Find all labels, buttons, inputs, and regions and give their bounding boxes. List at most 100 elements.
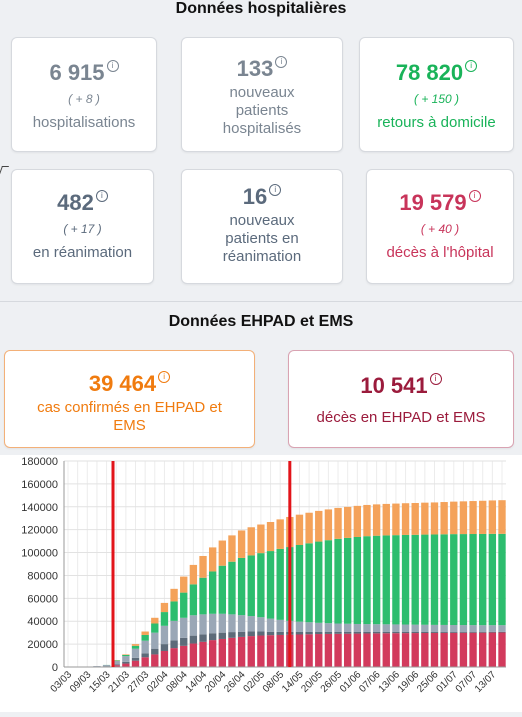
bar-segment [238, 558, 245, 615]
bar-segment [180, 646, 187, 667]
bar-segment [498, 632, 505, 633]
bar-segment [489, 500, 496, 533]
info-icon[interactable]: i [107, 60, 119, 72]
bar-segment [354, 634, 361, 667]
y-tick-label: 180000 [21, 456, 58, 468]
bar-segment [402, 503, 409, 535]
bar-segment [402, 632, 409, 633]
reanimation-delta: ( + 17 ) [12, 222, 153, 236]
bar-segment [498, 534, 505, 625]
ehpad-deaths-label: décès en EHPAD et EMS [289, 409, 513, 427]
bar-segment [383, 632, 390, 633]
bar-segment [257, 632, 264, 636]
bar-segment [219, 541, 226, 566]
bar-segment [325, 632, 332, 634]
bar-segment [421, 535, 428, 625]
bar-segment [132, 661, 139, 667]
bar-segment [276, 519, 283, 549]
bar-segment [267, 619, 274, 632]
bar-segment [238, 615, 245, 632]
bar-segment [373, 632, 380, 633]
y-tick-label: 20000 [27, 639, 58, 651]
info-icon[interactable]: i [158, 371, 170, 383]
bar-segment [392, 633, 399, 667]
info-icon[interactable]: i [469, 190, 481, 202]
bar-segment [141, 632, 148, 635]
bar-segment [392, 535, 399, 624]
bar-segment [479, 633, 486, 667]
bar-segment [190, 636, 197, 644]
ehpad-cases-value: 39 464 [89, 371, 156, 396]
bar-segment [450, 502, 457, 535]
bar-segment [122, 662, 129, 664]
bar-segment [498, 632, 505, 667]
bar-segment [161, 626, 168, 644]
bar-segment [325, 634, 332, 667]
bar-segment [296, 515, 303, 545]
bar-segment [228, 638, 235, 667]
bar-segment [344, 624, 351, 632]
bar-segment [219, 566, 226, 614]
bar-segment [421, 625, 428, 632]
info-icon[interactable]: i [96, 190, 108, 202]
hospital-deaths-value: 19 579 [399, 190, 466, 215]
y-tick-label: 80000 [27, 570, 58, 582]
info-icon[interactable]: i [430, 373, 442, 385]
bar-segment [354, 506, 361, 537]
bar-segment [219, 639, 226, 667]
bar-segment [412, 632, 419, 633]
bar-segment [479, 501, 486, 534]
bar-segment [315, 623, 322, 632]
bar-segment [305, 632, 312, 634]
bar-segment [392, 504, 399, 536]
bar-segment [219, 614, 226, 633]
bar-segment [180, 593, 187, 618]
bar-segment [103, 665, 110, 666]
bar-segment [238, 637, 245, 667]
info-icon[interactable]: i [269, 184, 281, 196]
bar-segment [479, 632, 486, 633]
bar-segment [209, 571, 216, 613]
bar-segment [479, 625, 486, 632]
bar-segment [305, 622, 312, 632]
returns-home-label: retours à domicile [360, 114, 513, 132]
bar-segment [228, 535, 235, 561]
bar-segment [248, 616, 255, 631]
bar-segment [151, 618, 158, 624]
y-tick-label: 160000 [21, 479, 58, 491]
bar-segment [402, 633, 409, 667]
bar-segment [344, 507, 351, 538]
bar-segment [489, 632, 496, 633]
bar-segment [402, 535, 409, 625]
bar-segment [315, 632, 322, 634]
bar-segment [325, 509, 332, 540]
bar-segment [305, 543, 312, 622]
bar-segment [354, 624, 361, 632]
info-icon[interactable]: i [275, 56, 287, 68]
y-tick-label: 120000 [21, 525, 58, 537]
bar-segment [325, 623, 332, 632]
bar-segment [431, 534, 438, 624]
bar-segment [383, 535, 390, 624]
bar-segment [209, 633, 216, 640]
bar-segment [257, 617, 264, 631]
section-divider [0, 301, 522, 302]
bar-segment [305, 634, 312, 667]
bar-segment [122, 655, 129, 656]
bar-segment [363, 505, 370, 536]
bar-segment [325, 540, 332, 623]
bar-segment [209, 547, 216, 571]
reanimation-value: 482 [57, 190, 94, 215]
bar-segment [238, 530, 245, 557]
info-icon[interactable]: i [465, 60, 477, 72]
bar-segment [440, 534, 447, 625]
bar-segment [161, 603, 168, 612]
